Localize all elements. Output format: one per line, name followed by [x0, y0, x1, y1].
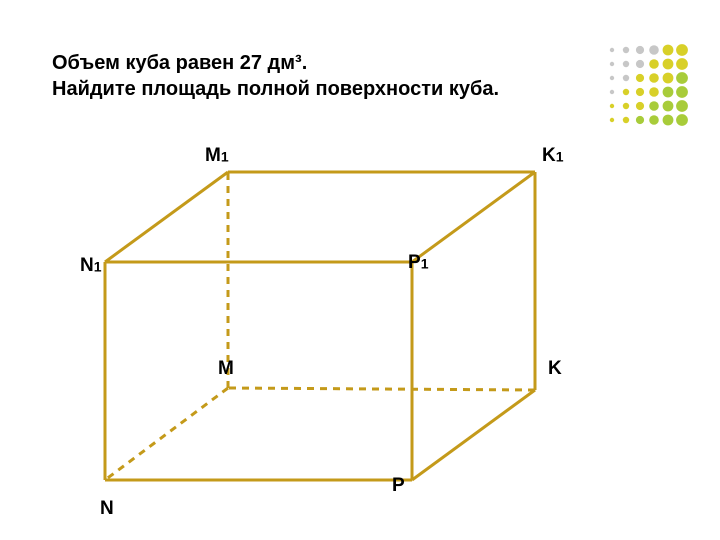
decor-dot: [636, 74, 644, 82]
decor-dot: [676, 86, 688, 98]
decor-dot: [663, 45, 674, 56]
decor-dot: [610, 76, 614, 80]
decor-dot: [649, 59, 659, 69]
decor-dot: [663, 73, 674, 84]
decor-dot: [636, 60, 644, 68]
vertex-label-N: N: [100, 498, 114, 520]
decor-dot: [610, 62, 614, 66]
decor-dot: [636, 116, 644, 124]
vertex-label-M: M: [218, 358, 234, 380]
vertex-label-N1: N1: [80, 255, 102, 277]
decor-dot: [623, 75, 629, 81]
vertex-label-base: P: [392, 475, 405, 496]
vertex-label-sub: 1: [94, 259, 102, 275]
decor-dot: [649, 87, 659, 97]
decor-dot: [663, 87, 674, 98]
decor-dot: [636, 88, 644, 96]
decor-dot: [623, 61, 629, 67]
decor-dot: [676, 100, 688, 112]
vertex-label-base: K: [548, 358, 562, 379]
decor-dot: [676, 58, 688, 70]
decor-dot: [676, 44, 688, 56]
vertex-label-sub: 1: [421, 256, 429, 272]
vertex-label-M1: M1: [205, 145, 229, 167]
decor-dot: [610, 118, 614, 122]
decor-dot: [663, 115, 674, 126]
vertex-label-base: M: [205, 145, 221, 166]
decor-dot: [636, 46, 644, 54]
vertex-label-P1: P1: [408, 252, 428, 274]
vertex-label-sub: 1: [221, 149, 229, 165]
decor-dot: [663, 101, 674, 112]
decor-dot: [663, 59, 674, 70]
decor-dot: [623, 103, 629, 109]
decor-dot: [649, 73, 659, 83]
decor-dot: [610, 90, 614, 94]
decor-dot: [623, 117, 629, 123]
vertex-label-K: K: [548, 358, 562, 380]
decor-dot: [623, 47, 629, 53]
vertex-label-K1: K1: [542, 145, 564, 167]
decor-dot: [649, 45, 659, 55]
vertex-label-base: P: [408, 252, 421, 273]
decor-dot: [676, 72, 688, 84]
decor-dot: [610, 104, 614, 108]
vertex-label-base: M: [218, 358, 234, 379]
vertex-label-base: N: [80, 255, 94, 276]
decor-dot: [649, 101, 659, 111]
decor-dot: [623, 89, 629, 95]
decor-dot: [649, 115, 659, 125]
decor-dot: [610, 48, 614, 52]
vertex-label-P: P: [392, 475, 405, 497]
decor-dot: [676, 114, 688, 126]
decor-dots: [0, 0, 720, 540]
vertex-label-base: K: [542, 145, 556, 166]
vertex-label-base: N: [100, 498, 114, 519]
vertex-label-sub: 1: [556, 149, 564, 165]
decor-dot: [636, 102, 644, 110]
